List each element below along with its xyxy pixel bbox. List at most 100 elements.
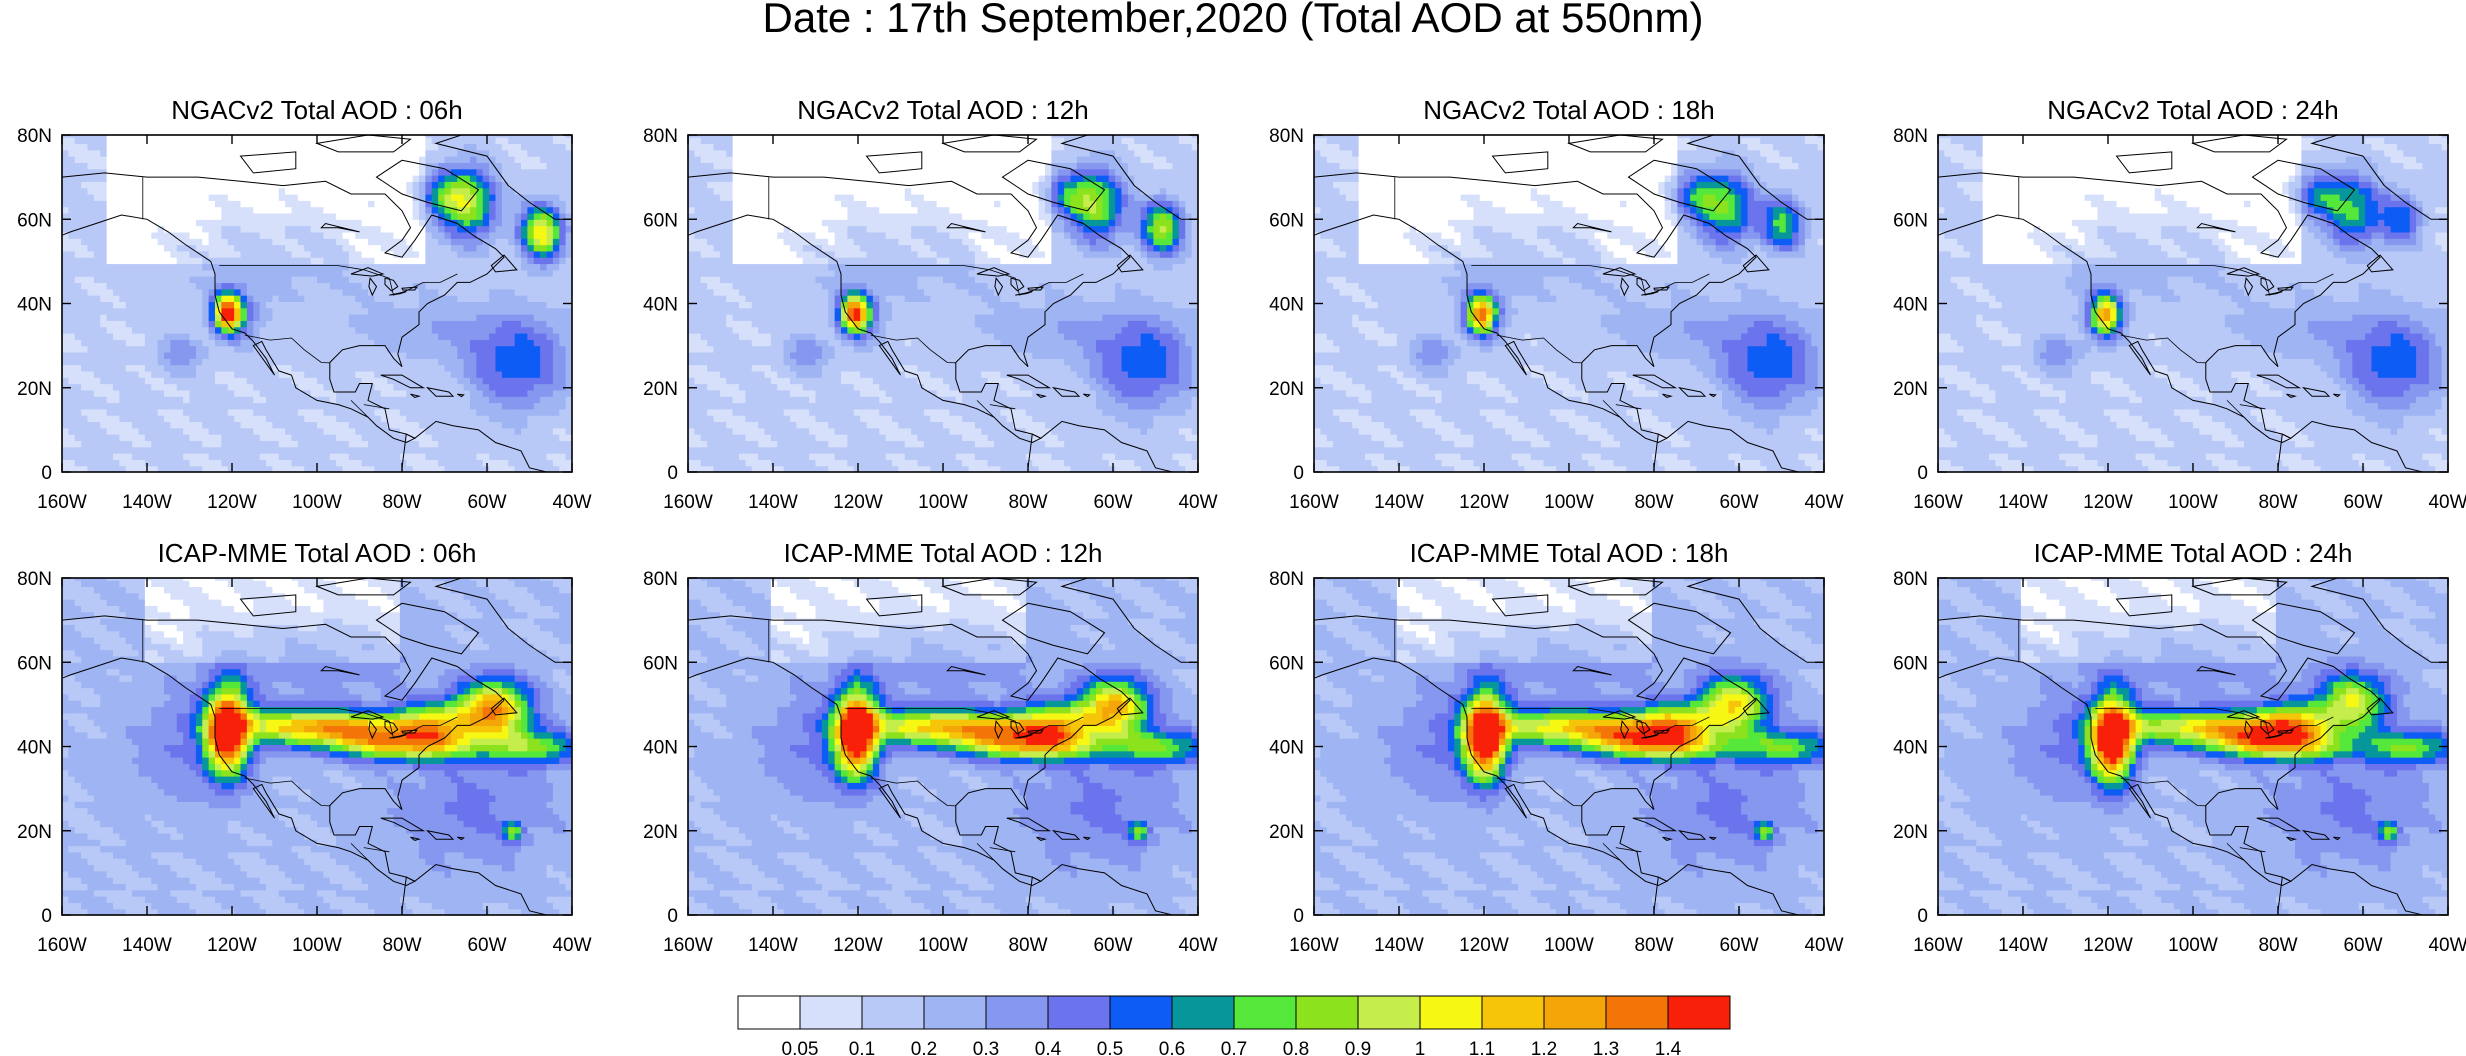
lon-tick-label: 100W [292,492,342,513]
lon-tick-label: 100W [1544,935,1594,956]
colorbar-label: 1.3 [1593,1039,1619,1056]
lat-tick-label: 80N [17,569,52,590]
colorbar-label: 1.4 [1655,1039,1682,1056]
aod-field [1314,578,1824,915]
map-panel: ICAP-MME Total AOD : 24h 80N 60N 40N 20N 0 160… [1893,538,2466,956]
coastlines [688,578,1198,915]
lat-tick-label: 0 [667,906,678,927]
colorbar-swatch [1295,995,1359,1030]
lon-tick-label: 40W [1178,492,1217,513]
colorbar-swatch [1419,995,1483,1030]
colorbar-swatch [1357,995,1421,1030]
colorbar-swatch [1233,995,1297,1030]
colorbar-label: 1.2 [1531,1039,1557,1056]
coastlines [1938,135,2448,472]
colorbar-swatch [1667,995,1731,1030]
lat-tick-label: 40N [1269,295,1304,316]
aod-field [62,578,572,915]
lon-tick-label: 60W [1719,492,1758,513]
lat-tick-label: 0 [41,463,52,484]
colorbar-swatch [1605,995,1669,1030]
panel-title: ICAP-MME Total AOD : 06h [158,538,477,568]
colorbar-label: 0.4 [1035,1039,1062,1056]
map-panel: ICAP-MME Total AOD : 18h 80N 60N 40N 20N 0 160… [1269,538,1843,956]
lat-tick-label: 60N [17,653,52,674]
coastlines [62,578,572,915]
lon-tick-label: 80W [2258,492,2297,513]
lon-tick-label: 80W [382,492,421,513]
colorbar-swatch [737,995,801,1030]
aod-field [1938,578,2448,915]
lon-tick-label: 100W [2168,935,2218,956]
colorbar-label: 0.2 [911,1039,937,1056]
lon-tick-label: 40W [552,935,591,956]
lat-tick-label: 20N [1269,379,1304,400]
colorbar-label: 0.3 [973,1039,999,1056]
lon-tick-label: 140W [1374,935,1424,956]
aod-field [1314,135,1824,472]
panel-title: NGACv2 Total AOD : 06h [171,95,462,125]
lat-tick-label: 80N [1269,126,1304,147]
colorbar-swatch [1543,995,1607,1030]
colorbar-swatch [861,995,925,1030]
colorbar-label: 0.05 [782,1039,819,1056]
lat-tick-label: 0 [1917,463,1928,484]
lat-tick-label: 60N [1269,653,1304,674]
lon-tick-label: 80W [2258,935,2297,956]
lat-tick-label: 80N [1893,569,1928,590]
colorbar-swatch [985,995,1049,1030]
lat-tick-label: 60N [1893,210,1928,231]
colorbar-swatch [1171,995,1235,1030]
colorbar: 0.05 0.1 0.2 0.3 0.4 0.5 0.6 0.7 0.8 0.9 1 1.1 1.2 1.… [737,995,1731,1056]
lon-tick-label: 40W [1804,935,1843,956]
aod-field [62,135,572,472]
lat-tick-label: 0 [1917,906,1928,927]
colorbar-swatch [1109,995,1173,1030]
lon-tick-label: 60W [2343,935,2382,956]
lon-tick-label: 40W [2428,935,2466,956]
lon-tick-label: 100W [2168,492,2218,513]
colorbar-swatch [1481,995,1545,1030]
lon-tick-label: 160W [1913,935,1963,956]
lon-tick-label: 140W [1998,492,2048,513]
lat-tick-label: 80N [1893,126,1928,147]
lat-tick-label: 40N [17,738,52,759]
lon-tick-label: 40W [1178,935,1217,956]
coastlines [62,135,572,472]
lat-tick-label: 0 [1293,463,1304,484]
lat-tick-label: 40N [643,295,678,316]
lat-tick-label: 60N [1269,210,1304,231]
lon-tick-label: 120W [2083,492,2133,513]
lat-tick-label: 40N [643,738,678,759]
lon-tick-label: 160W [1289,935,1339,956]
lat-tick-label: 20N [17,822,52,843]
lat-tick-label: 40N [1893,295,1928,316]
lat-tick-label: 20N [17,379,52,400]
panel-title: ICAP-MME Total AOD : 12h [784,538,1103,568]
lon-tick-label: 60W [2343,492,2382,513]
lon-tick-label: 80W [1008,935,1047,956]
lon-tick-label: 60W [467,492,506,513]
colorbar-label: 0.7 [1221,1039,1247,1056]
lat-tick-label: 40N [17,295,52,316]
lat-tick-label: 0 [1293,906,1304,927]
panel-title: NGACv2 Total AOD : 12h [797,95,1088,125]
lon-tick-label: 160W [37,935,87,956]
map-panel: ICAP-MME Total AOD : 12h 80N 60N 40N 20N 0 160… [643,538,1217,956]
lon-tick-label: 140W [748,492,798,513]
lat-tick-label: 40N [1269,738,1304,759]
aod-field [688,135,1198,472]
lat-tick-label: 60N [1893,653,1928,674]
lon-tick-label: 40W [552,492,591,513]
lon-tick-label: 80W [1008,492,1047,513]
map-panel: NGACv2 Total AOD : 06h 80N 60N 40N 20N 0 160W 1… [17,95,591,513]
lon-tick-label: 60W [1093,492,1132,513]
colorbar-swatch [799,995,863,1030]
lat-tick-label: 0 [667,463,678,484]
coastlines [1938,578,2448,915]
colorbar-label: 0.6 [1159,1039,1185,1056]
map-panel: NGACv2 Total AOD : 18h 80N 60N 40N 20N 0 160W 1… [1269,95,1843,513]
lat-tick-label: 20N [1893,822,1928,843]
lat-tick-label: 80N [643,126,678,147]
